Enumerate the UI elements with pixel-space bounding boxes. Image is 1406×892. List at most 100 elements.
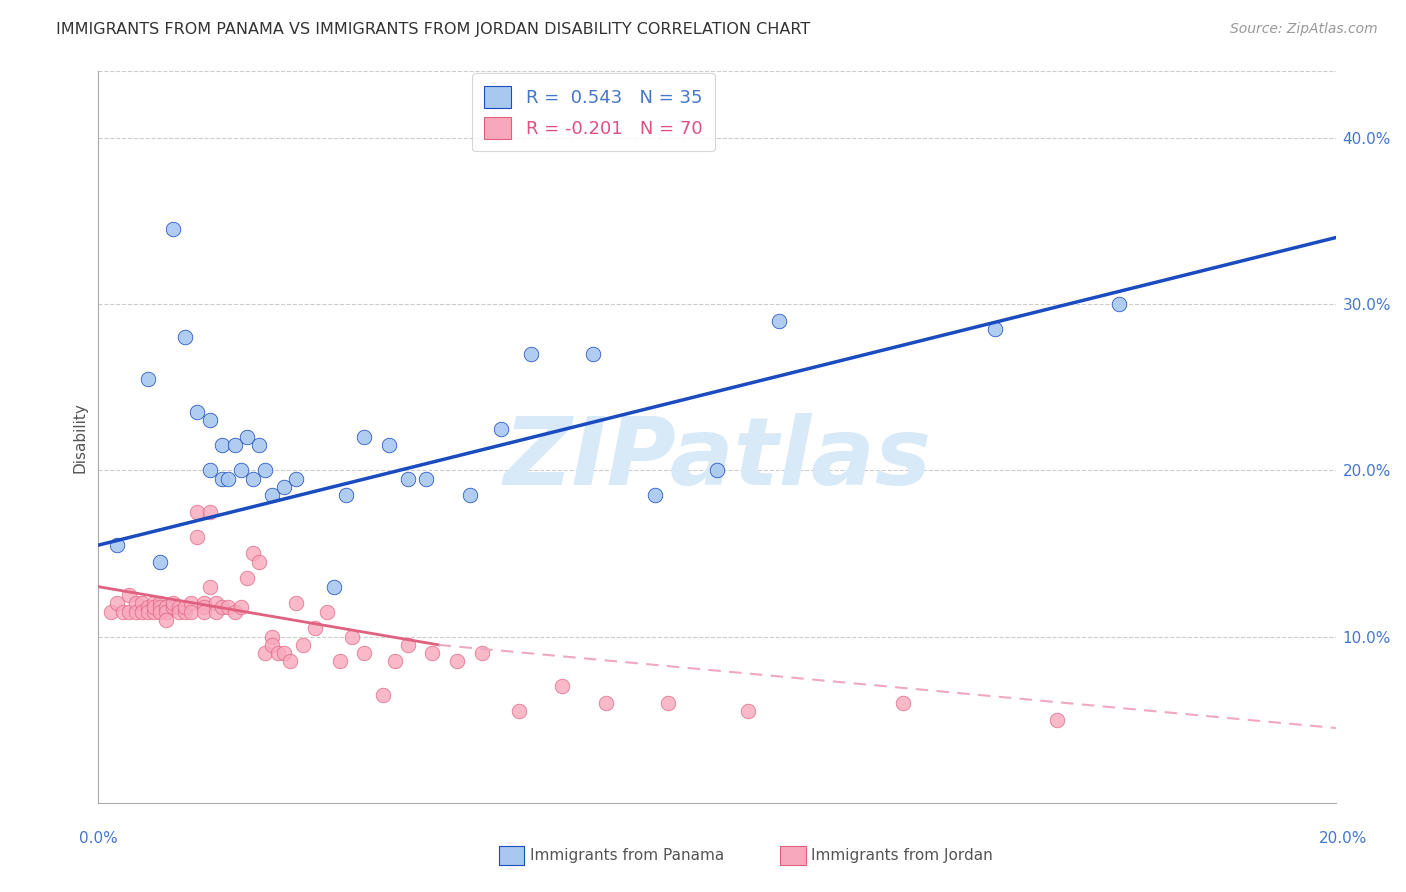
Point [1046,713,1069,727]
Point [236,571,259,585]
Text: IMMIGRANTS FROM PANAMA VS IMMIGRANTS FROM JORDAN DISABILITY CORRELATION CHART: IMMIGRANTS FROM PANAMA VS IMMIGRANTS FRO… [56,22,810,37]
Point [984,322,1007,336]
Y-axis label: Disability: Disability [72,401,87,473]
Point [291,638,314,652]
Point [198,505,221,519]
Point [174,599,197,614]
Point [644,488,666,502]
Point [242,546,264,560]
Point [415,472,437,486]
Point [193,605,215,619]
Point [186,530,208,544]
Point [657,696,679,710]
Point [180,605,202,619]
Point [446,655,468,669]
Point [193,596,215,610]
Point [143,596,166,610]
Point [304,621,326,635]
Point [224,605,246,619]
Point [236,430,259,444]
Point [242,472,264,486]
Point [891,696,914,710]
Point [136,599,159,614]
Point [174,330,197,344]
Point [329,655,352,669]
Point [198,580,221,594]
Point [105,538,128,552]
Point [260,638,283,652]
Point [520,347,543,361]
Point [229,463,252,477]
Point [322,580,344,594]
Point [371,688,394,702]
Text: ZIPatlas: ZIPatlas [503,413,931,505]
Point [155,605,177,619]
Point [143,599,166,614]
Point [112,605,135,619]
Point [768,314,790,328]
Point [155,599,177,614]
Point [149,599,172,614]
Point [595,696,617,710]
Point [131,596,153,610]
Point [124,605,146,619]
Point [211,438,233,452]
Text: 20.0%: 20.0% [1319,831,1367,846]
Point [422,646,444,660]
Point [254,646,277,660]
Point [396,472,419,486]
Point [229,599,252,614]
Point [124,596,146,610]
Point [186,505,208,519]
Point [217,599,239,614]
Point [247,555,270,569]
Point [285,596,308,610]
Point [353,430,375,444]
Point [471,646,494,660]
Point [353,646,375,660]
Point [167,599,190,614]
Point [582,347,605,361]
Point [205,605,228,619]
Point [131,605,153,619]
Point [118,605,141,619]
Point [193,599,215,614]
Point [260,630,283,644]
Point [316,605,339,619]
Text: 0.0%: 0.0% [79,831,118,846]
Point [136,605,159,619]
Point [149,555,172,569]
Point [273,480,295,494]
Point [198,463,221,477]
Point [211,472,233,486]
Point [174,605,197,619]
Point [211,599,233,614]
Point [508,705,530,719]
Point [458,488,481,502]
Point [396,638,419,652]
Point [335,488,357,502]
Point [273,646,295,660]
Point [167,605,190,619]
Point [378,438,401,452]
Point [100,605,122,619]
Point [143,605,166,619]
Point [737,705,759,719]
Point [340,630,363,644]
Text: Immigrants from Panama: Immigrants from Panama [530,848,724,863]
Point [186,405,208,419]
Text: Immigrants from Jordan: Immigrants from Jordan [811,848,993,863]
Point [105,596,128,610]
Point [260,488,283,502]
Point [489,422,512,436]
Legend: R =  0.543   N = 35, R = -0.201   N = 70: R = 0.543 N = 35, R = -0.201 N = 70 [471,73,716,152]
Point [285,472,308,486]
Point [136,372,159,386]
Point [706,463,728,477]
Point [149,596,172,610]
Point [278,655,301,669]
Point [162,596,184,610]
Point [267,646,290,660]
Point [118,588,141,602]
Point [247,438,270,452]
